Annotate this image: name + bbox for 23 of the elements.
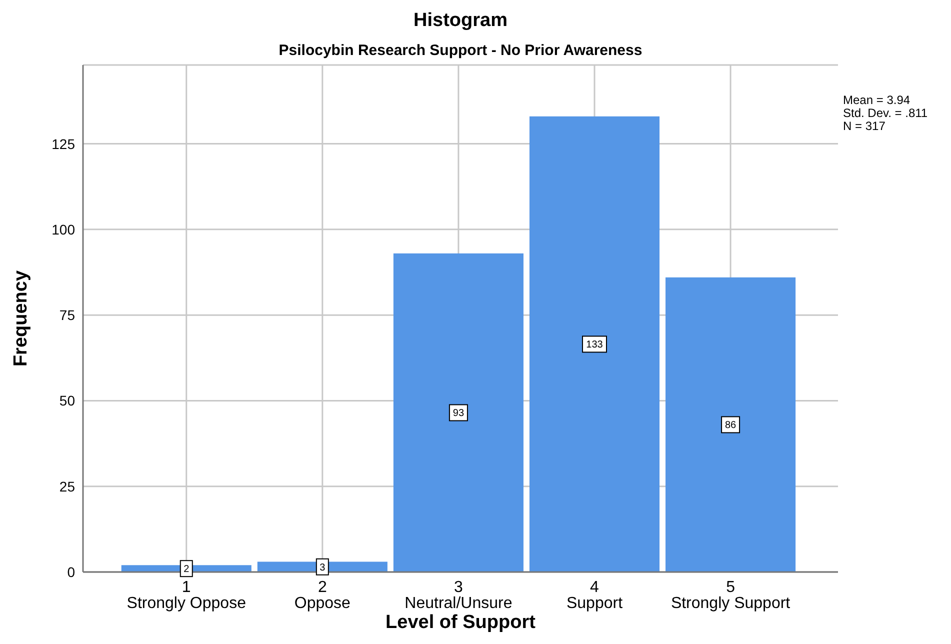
y-tick-label: 0 [67,564,76,580]
data-label: 3 [320,562,326,574]
data-label: 133 [586,340,604,351]
x-tick-label: 3 Neutral/Unsure [404,579,512,612]
data-label: 86 [724,420,737,432]
chart-subtitle: Psilocybin Research Support - No Prior Awareness [278,42,644,59]
x-tick-label: 2 Oppose [294,579,351,612]
x-tick-label: 4 Support [566,579,624,612]
text: Std. Dev. = .811 [843,106,928,120]
data-label: 2 [184,564,190,576]
x-tick-label: 5 Strongly Support [670,579,791,612]
y-tick-label: 125 [52,136,76,152]
text: N = 317 [843,119,886,133]
x-tick-label: 1 Strongly Oppose [126,579,246,612]
y-tick-label: 50 [59,392,76,409]
data-label: 93 [452,408,464,420]
text: Mean = 3.94 [843,93,912,107]
y-axis-title: Frequency [10,270,32,367]
y-tick-label: 25 [59,478,76,494]
y-tick-label: 75 [59,307,76,324]
y-tick-label: 100 [52,221,76,238]
x-axis-title: Level of Support [384,612,536,634]
chart-title: Histogram [412,10,508,32]
